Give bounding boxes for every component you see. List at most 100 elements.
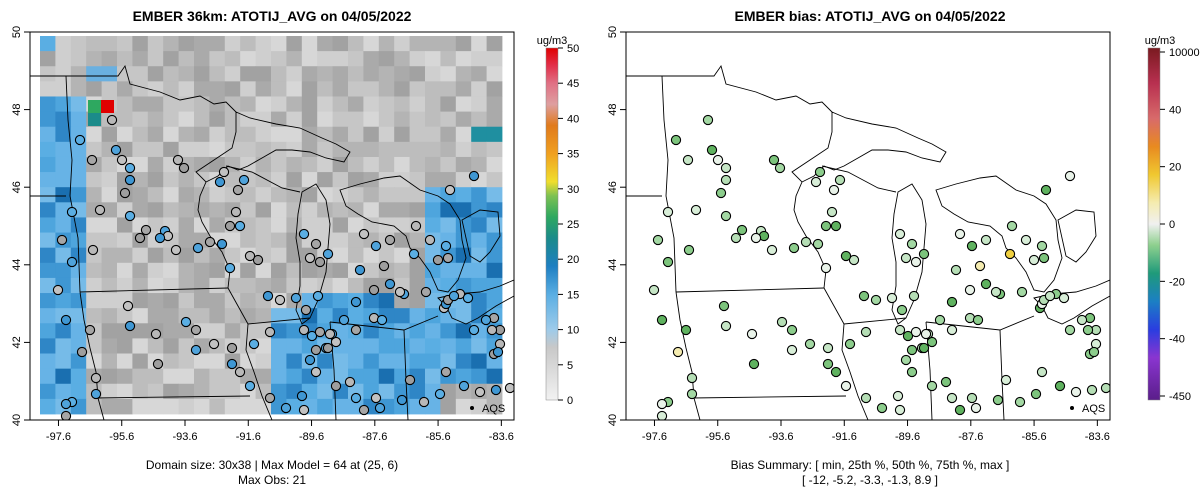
grid-cell [55,247,72,264]
grid-cell [40,96,56,112]
grid-cell [455,81,472,97]
bias-site-marker [750,232,762,244]
bias-site-marker [720,210,732,222]
grid-cell [425,187,441,203]
grid-cell [147,66,164,82]
grid-cell [70,353,87,370]
grid-cell [209,353,226,370]
grid-cell [209,368,226,385]
bias-site-marker [686,372,698,384]
grid-cell [209,383,226,400]
grid-cell [471,111,487,128]
grid-cell [209,96,226,112]
aqs-site-marker [480,314,492,326]
grid-cell [378,111,395,128]
grid-cell [86,353,102,370]
grid-cell [271,277,287,294]
grid-cell [163,81,179,97]
grid-cell [363,217,380,233]
aqs-site-marker [60,398,72,410]
grid-cell [209,111,226,128]
aqs-site-marker [354,264,366,276]
aqs-site-marker [180,316,192,328]
grid-cell [486,368,503,385]
grid-cell [394,51,410,67]
grid-cell [163,66,179,82]
y-tick-label: 44 [11,259,23,271]
grid-cell [132,51,149,67]
grid-cell [117,353,133,370]
grid-cell [455,323,472,339]
grid-cell [317,51,333,67]
grid-cell [163,111,179,128]
aqs-site-marker [300,304,312,316]
grid-cell [178,126,195,143]
grid-cell [471,66,487,82]
bias-site-marker [934,314,946,326]
grid-cell [55,383,72,400]
grid-cell [86,293,102,309]
grid-cell [194,111,210,128]
grid-cell [40,353,56,370]
bias-site-marker [906,366,918,378]
aqs-site-marker [424,234,436,246]
grid-cell [425,172,441,188]
grid-cell [101,338,118,354]
grid-cell [209,187,226,203]
bias-site-marker [926,336,938,348]
grid-cell [194,293,210,309]
y-tick-label: 40 [607,414,619,426]
grid-cell [224,232,241,249]
grid-cell [440,96,457,112]
grid-cell [209,217,226,233]
x-tick-label: -93.6 [768,431,793,443]
grid-cell [301,81,318,97]
aqs-site-marker [90,388,102,400]
aqs-site-marker [234,366,246,378]
grid-cell [486,217,503,233]
grid-cell [486,141,503,158]
grid-cell [117,36,133,52]
aqs-site-marker [330,336,342,348]
aqs-site-marker [314,256,326,268]
grid-cell [117,51,133,67]
grid-cell [409,126,426,143]
grid-cell [455,111,472,128]
grid-cell [378,156,395,173]
grid-cell [455,247,472,264]
grid-cell [348,353,364,370]
grid-cell [194,277,210,294]
bias-site-marker [828,184,840,196]
aqs-site-marker [370,392,382,404]
bias-site-marker [1070,386,1082,398]
grid-cell [40,141,56,158]
grid-cell [394,217,410,233]
grid-cell [117,96,133,112]
aqs-site-marker [116,154,128,166]
grid-cell [378,51,395,67]
aqs-site-marker [350,296,362,308]
aqs-site-marker [218,166,230,178]
grid-cell [86,81,102,97]
aqs-site-marker [232,184,244,196]
colorbar-tick-label: 25 [567,219,579,231]
grid-cell [70,383,87,400]
aqs-site-marker [262,290,274,302]
grid-cell [178,323,195,339]
aqs-site-marker [312,290,324,302]
grid-cell [40,156,56,173]
grid-cell [55,323,72,339]
colorbar-tick-label: -40 [1169,334,1185,346]
right-chart-title: EMBER bias: ATOTIJ_AVG on 04/05/2022 [734,8,1005,24]
grid-cell [286,66,303,82]
aqs-site-marker [324,328,336,340]
grid-cell [271,232,287,249]
aqs-site-marker [350,392,362,404]
grid-cell [209,141,226,158]
grid-cell [455,96,472,112]
y-tick-label: 44 [607,259,619,271]
grid-cell [425,81,441,97]
grid-cell [378,293,395,309]
bias-site-marker [980,234,992,246]
